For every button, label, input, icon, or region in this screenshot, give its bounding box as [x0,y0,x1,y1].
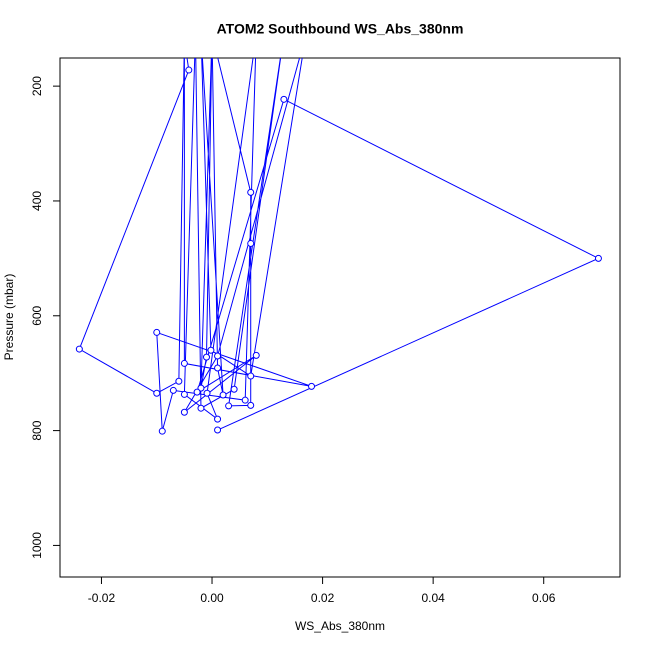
data-point [202,353,210,361]
data-point [185,66,193,74]
data-point [153,389,161,397]
data-point [214,426,222,434]
data-point [241,396,249,404]
data-point [207,346,215,354]
data-point [180,408,188,416]
data-point [192,31,198,37]
data-point [214,415,222,423]
x-tick-label: 0.04 [421,591,445,605]
data-point [181,37,187,43]
data-point [193,388,201,396]
data-point [214,352,222,360]
y-tick-label: 200 [30,76,44,96]
data-point [214,364,222,372]
data-point [280,95,288,103]
data-point [219,391,227,399]
chart-title: ATOM2 Southbound WS_Abs_380nm [217,21,464,37]
data-point [209,31,215,37]
data-point [181,37,187,43]
x-tick-label: 0.02 [311,591,335,605]
data-point [225,402,233,410]
data-point [75,345,83,353]
data-line [78,58,600,432]
x-tick-label: 0.06 [532,591,556,605]
data-point [203,389,211,397]
data-point [247,239,255,247]
y-tick-label: 400 [30,191,44,211]
data-point [594,254,602,262]
data-point [230,385,238,393]
data-point [169,386,177,394]
data-point [180,390,188,398]
data-point [209,31,215,37]
data-point [158,427,166,435]
data-point [247,372,255,380]
x-tick-label: 0.00 [200,591,224,605]
data-point [252,351,260,359]
data-point [247,401,255,409]
y-tick-label: 1000 [30,532,44,559]
plot-frame [59,57,621,578]
data-point [247,188,255,196]
y-tick-label: 800 [30,420,44,440]
data-point [175,377,183,385]
data-point [308,382,316,390]
y-tick-label: 600 [30,305,44,325]
data-point [180,359,188,367]
y-axis-label: Pressure (mbar) [2,274,16,361]
data-point [197,404,205,412]
data-point [153,328,161,336]
x-tick-label: -0.02 [88,591,116,605]
plot-area [75,31,602,435]
x-axis-label: WS_Abs_380nm [295,619,385,633]
data-point [198,31,204,37]
